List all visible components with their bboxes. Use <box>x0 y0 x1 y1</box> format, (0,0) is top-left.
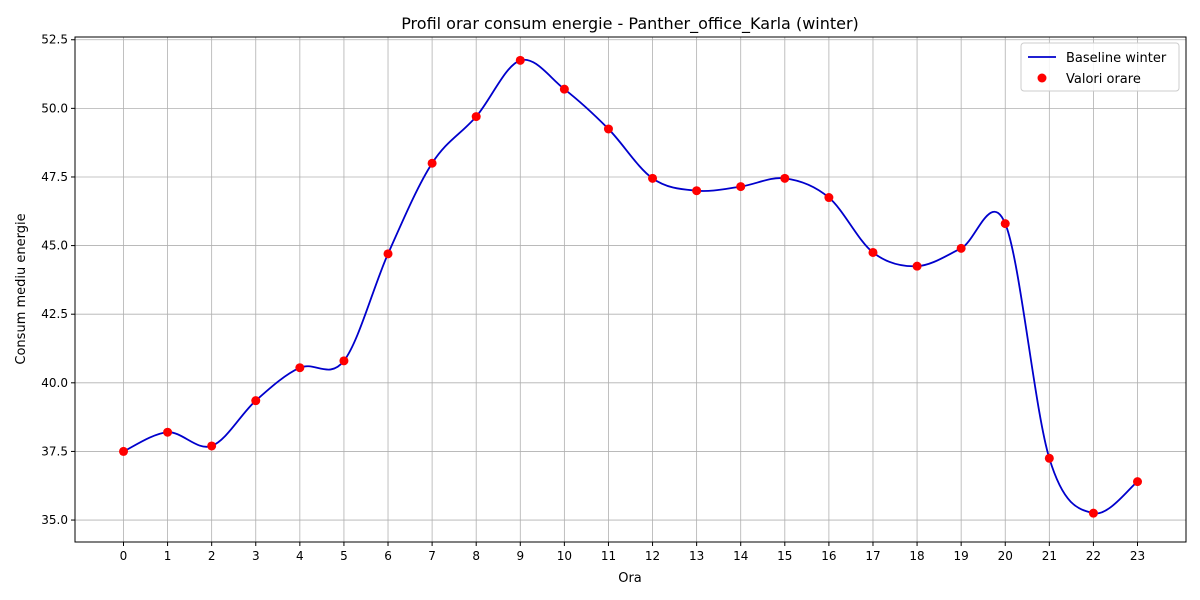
plot-frame <box>74 36 1187 543</box>
x-axis-label: Ora <box>618 571 642 586</box>
grid <box>75 37 1186 542</box>
data-point <box>956 243 966 253</box>
y-tick-label: 52.5 <box>41 33 68 47</box>
data-point <box>339 356 349 366</box>
data-point <box>603 124 613 134</box>
x-tick-label: 5 <box>340 549 348 563</box>
x-tick-label: 8 <box>472 549 480 563</box>
legend-label-points: Valori orare <box>1066 72 1141 87</box>
x-tick-label: 9 <box>516 549 524 563</box>
x-tick-label: 10 <box>557 549 572 563</box>
data-point <box>383 249 393 259</box>
data-point <box>427 158 437 168</box>
data-point <box>780 173 790 183</box>
x-tick-label: 17 <box>865 549 880 563</box>
data-point <box>295 363 305 373</box>
data-point <box>515 55 525 65</box>
y-tick-label: 35.0 <box>41 513 68 527</box>
data-point <box>251 396 261 406</box>
chart-title: Profil orar consum energie - Panther_off… <box>401 14 859 34</box>
legend: Baseline winter Valori orare <box>1020 42 1180 92</box>
data-point <box>912 261 922 271</box>
x-tick-label: 22 <box>1086 549 1101 563</box>
y-tick-label: 37.5 <box>41 444 68 458</box>
data-point <box>471 112 481 122</box>
x-tick-label: 15 <box>777 549 792 563</box>
legend-box <box>1020 42 1180 92</box>
data-point <box>868 247 878 257</box>
y-tick-label: 47.5 <box>41 170 68 184</box>
legend-label-baseline: Baseline winter <box>1066 51 1167 66</box>
x-tick-label: 6 <box>384 549 392 563</box>
legend-marker-swatch <box>1037 73 1047 83</box>
data-point <box>118 446 128 456</box>
x-tick-label: 4 <box>296 549 304 563</box>
y-tick-label: 45.0 <box>41 239 68 253</box>
y-tick-label: 40.0 <box>41 376 68 390</box>
data-point <box>1000 219 1010 229</box>
x-tick-label: 11 <box>601 549 616 563</box>
x-tick-label: 19 <box>954 549 969 563</box>
x-tick-label: 14 <box>733 549 748 563</box>
x-tick-label: 0 <box>120 549 128 563</box>
x-tick-label: 20 <box>998 549 1013 563</box>
y-axis-ticks: 35.0 37.5 40.0 42.5 45.0 47.5 50.0 52.5 <box>41 33 75 527</box>
y-tick-label: 42.5 <box>41 307 68 321</box>
data-point <box>1088 508 1098 518</box>
x-tick-label: 21 <box>1042 549 1057 563</box>
data-point <box>824 193 834 203</box>
x-tick-label: 12 <box>645 549 660 563</box>
data-point <box>736 182 746 192</box>
data-point <box>1044 453 1054 463</box>
x-tick-label: 23 <box>1130 549 1145 563</box>
data-point <box>207 441 217 451</box>
data-point <box>648 173 658 183</box>
data-point <box>163 427 173 437</box>
x-tick-label: 13 <box>689 549 704 563</box>
data-point <box>692 186 702 196</box>
x-tick-label: 2 <box>208 549 216 563</box>
series-points <box>118 55 1143 518</box>
data-point <box>1133 477 1143 487</box>
y-tick-label: 50.0 <box>41 101 68 115</box>
x-tick-label: 18 <box>909 549 924 563</box>
x-tick-label: 16 <box>821 549 836 563</box>
x-tick-label: 7 <box>428 549 436 563</box>
y-axis-label: Consum mediu energie <box>14 213 29 364</box>
data-point <box>559 84 569 94</box>
x-axis-ticks: 0 1 2 3 4 5 6 7 8 9 10 11 12 13 14 15 16 17 18 19 20 21 22 23 <box>120 542 1145 563</box>
x-tick-label: 3 <box>252 549 260 563</box>
x-tick-label: 1 <box>164 549 172 563</box>
